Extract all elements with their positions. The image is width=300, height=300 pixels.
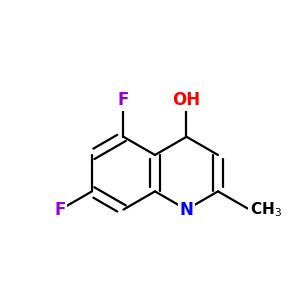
Text: F: F (55, 201, 66, 219)
Text: N: N (180, 201, 194, 219)
Text: CH$_3$: CH$_3$ (250, 200, 281, 219)
Text: F: F (118, 92, 129, 110)
Text: OH: OH (172, 92, 201, 110)
